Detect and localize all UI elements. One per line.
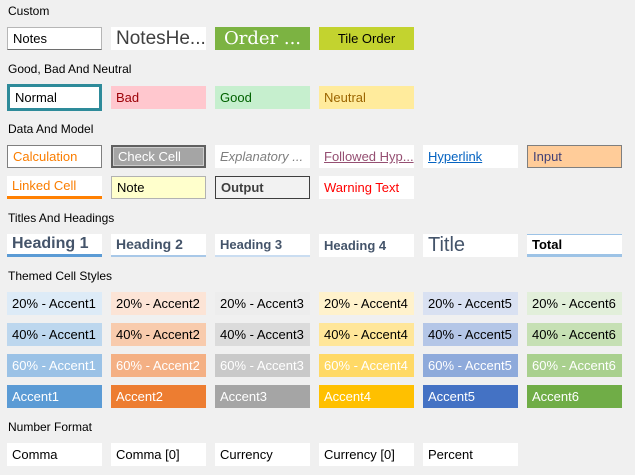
cell-style-60-accent5[interactable]: 60% - Accent5 [423,354,518,377]
style-row: 40% - Accent1 40% - Accent2 40% - Accent3 4… [0,322,635,347]
cell-style-input[interactable]: Input [527,145,622,168]
cell-style-tile-order[interactable]: Tile Order [319,27,414,50]
cell-style-comma[interactable]: Comma [7,443,102,466]
cell-style-60-accent4[interactable]: 60% - Accent4 [319,354,414,377]
cell-style-heading-2[interactable]: Heading 2 [111,234,206,257]
cell-style-20-accent3[interactable]: 20% - Accent3 [215,292,310,315]
section-label-good-bad-and-neutral: Good, Bad And Neutral [8,62,132,76]
cell-style-40-accent6[interactable]: 40% - Accent6 [527,323,622,346]
cell-style-20-accent4[interactable]: 20% - Accent4 [319,292,414,315]
section-good-bad-and-neutral: Good, Bad And Neutral Normal Bad Good Neutra… [0,62,635,111]
cell-style-60-accent1[interactable]: 60% - Accent1 [7,354,102,377]
section-data-and-model: Data And Model Calculation Check Cell Expla… [0,122,635,200]
cell-style-normal-selected[interactable]: Normal [7,84,102,111]
cell-style-bad[interactable]: Bad [111,86,206,109]
cell-style-notes[interactable]: Notes [7,27,102,50]
cell-style-20-accent2[interactable]: 20% - Accent2 [111,292,206,315]
cell-style-percent[interactable]: Percent [423,443,518,466]
cell-style-calculation[interactable]: Calculation [7,145,102,168]
section-number-format: Number Format Comma Comma [0] Currency Curre… [0,420,635,467]
cell-style-60-accent2[interactable]: 60% - Accent2 [111,354,206,377]
cell-style-currency[interactable]: Currency [215,443,310,466]
cell-style-40-accent5[interactable]: 40% - Accent5 [423,323,518,346]
style-row: 20% - Accent1 20% - Accent2 20% - Accent3 2… [0,291,635,316]
cell-style-accent5[interactable]: Accent5 [423,385,518,408]
cell-style-linked-cell[interactable]: Linked Cell [7,176,102,199]
cell-style-output[interactable]: Output [215,176,310,199]
cell-style-accent4[interactable]: Accent4 [319,385,414,408]
cell-style-heading-1[interactable]: Heading 1 [7,234,102,257]
cell-style-warning-text[interactable]: Warning Text [319,176,414,199]
cell-style-currency-0[interactable]: Currency [0] [319,443,414,466]
cell-style-40-accent4[interactable]: 40% - Accent4 [319,323,414,346]
cell-style-60-accent3[interactable]: 60% - Accent3 [215,354,310,377]
section-label-number-format: Number Format [8,420,93,434]
section-label-themed-cell-styles: Themed Cell Styles [8,269,113,283]
cell-style-hyperlink[interactable]: Hyperlink [423,145,518,168]
cell-style-comma-0[interactable]: Comma [0] [111,443,206,466]
cell-style-heading-3[interactable]: Heading 3 [215,234,310,257]
cell-style-40-accent1[interactable]: 40% - Accent1 [7,323,102,346]
style-row: Linked Cell Note Output Warning Text [0,175,635,200]
section-label-data-and-model: Data And Model [8,122,94,136]
cell-style-20-accent1[interactable]: 20% - Accent1 [7,292,102,315]
style-row: Normal Bad Good Neutral [0,84,635,111]
cell-style-60-accent6[interactable]: 60% - Accent6 [527,354,622,377]
cell-style-order[interactable]: Order ... [215,27,310,50]
cell-style-note[interactable]: Note [111,176,206,199]
section-themed-cell-styles: Themed Cell Styles 20% - Accent1 20% - Acc… [0,269,635,409]
cell-style-accent6[interactable]: Accent6 [527,385,622,408]
cell-style-explanatory[interactable]: Explanatory ... [215,145,310,168]
cell-style-accent2[interactable]: Accent2 [111,385,206,408]
cell-style-followed-hyp[interactable]: Followed Hyp... [319,145,414,168]
section-label-titles-and-headings: Titles And Headings [8,211,115,225]
cell-style-accent3[interactable]: Accent3 [215,385,310,408]
section-custom: Custom Notes NotesHe... Order ... Tile Order [0,4,635,51]
cell-style-total[interactable]: Total [527,234,622,257]
section-label-custom: Custom [8,4,50,18]
cell-style-noteshe[interactable]: NotesHe... [111,27,206,50]
cell-style-check-cell[interactable]: Check Cell [111,145,206,168]
cell-style-20-accent5[interactable]: 20% - Accent5 [423,292,518,315]
cell-style-title[interactable]: Title [423,234,518,257]
style-row: 60% - Accent1 60% - Accent2 60% - Accent3 6… [0,353,635,378]
cell-style-heading-4[interactable]: Heading 4 [319,234,414,257]
cell-style-neutral[interactable]: Neutral [319,86,414,109]
cell-style-accent1[interactable]: Accent1 [7,385,102,408]
style-row: Comma Comma [0] Currency Currency [0] Percen… [0,442,635,467]
cell-style-40-accent3[interactable]: 40% - Accent3 [215,323,310,346]
style-row: Notes NotesHe... Order ... Tile Order [0,26,635,51]
cell-style-good[interactable]: Good [215,86,310,109]
style-row: Calculation Check Cell Explanatory ... Foll… [0,144,635,169]
section-titles-and-headings: Titles And Headings Heading 1 Heading 2 Hea… [0,211,635,258]
style-row: Heading 1 Heading 2 Heading 3 Heading 4 Titl… [0,233,635,258]
cell-style-40-accent2[interactable]: 40% - Accent2 [111,323,206,346]
cell-style-20-accent6[interactable]: 20% - Accent6 [527,292,622,315]
style-row: Accent1 Accent2 Accent3 Accent4 Accent5 Accen… [0,384,635,409]
